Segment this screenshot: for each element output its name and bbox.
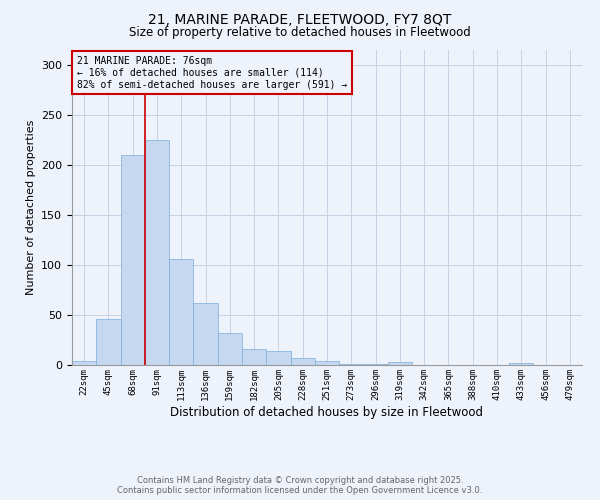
X-axis label: Distribution of detached houses by size in Fleetwood: Distribution of detached houses by size …	[170, 406, 484, 418]
Bar	[218, 333, 242, 365]
Bar	[72, 361, 96, 365]
Text: 21, MARINE PARADE, FLEETWOOD, FY7 8QT: 21, MARINE PARADE, FLEETWOOD, FY7 8QT	[148, 12, 452, 26]
Bar	[169, 259, 193, 365]
Bar	[388, 362, 412, 365]
Bar	[193, 303, 218, 365]
Text: Size of property relative to detached houses in Fleetwood: Size of property relative to detached ho…	[129, 26, 471, 39]
Bar	[339, 364, 364, 365]
Bar	[121, 155, 145, 365]
Y-axis label: Number of detached properties: Number of detached properties	[26, 120, 35, 295]
Bar	[364, 364, 388, 365]
Bar	[266, 351, 290, 365]
Bar	[509, 363, 533, 365]
Bar	[290, 358, 315, 365]
Text: 21 MARINE PARADE: 76sqm
← 16% of detached houses are smaller (114)
82% of semi-d: 21 MARINE PARADE: 76sqm ← 16% of detache…	[77, 56, 347, 90]
Bar	[242, 349, 266, 365]
Bar	[96, 319, 121, 365]
Bar	[315, 361, 339, 365]
Text: Contains HM Land Registry data © Crown copyright and database right 2025.
Contai: Contains HM Land Registry data © Crown c…	[118, 476, 482, 495]
Bar	[145, 140, 169, 365]
